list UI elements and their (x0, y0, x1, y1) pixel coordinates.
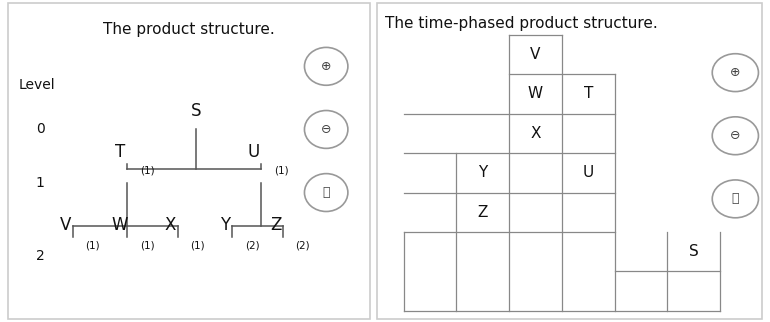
Text: (1): (1) (140, 241, 155, 251)
Text: ⊖: ⊖ (730, 129, 741, 142)
Text: T: T (584, 86, 593, 101)
Text: (2): (2) (296, 241, 310, 251)
Circle shape (304, 47, 348, 85)
Circle shape (712, 54, 758, 91)
Circle shape (712, 117, 758, 155)
Text: (1): (1) (190, 241, 205, 251)
Text: ⊕: ⊕ (321, 60, 331, 73)
Circle shape (304, 174, 348, 212)
Text: Z: Z (270, 215, 281, 233)
Text: The time-phased product structure.: The time-phased product structure. (385, 16, 658, 31)
Text: 1: 1 (36, 176, 45, 190)
Text: The product structure.: The product structure. (102, 22, 275, 37)
Text: ⧉: ⧉ (732, 192, 739, 205)
Text: V: V (60, 215, 72, 233)
Text: 2: 2 (36, 249, 45, 263)
Circle shape (712, 180, 758, 218)
Text: W: W (528, 86, 543, 101)
Text: ⊖: ⊖ (321, 123, 331, 136)
Text: (1): (1) (273, 165, 288, 175)
Text: X: X (165, 215, 176, 233)
Text: Z: Z (477, 205, 488, 220)
Text: U: U (583, 165, 594, 180)
Circle shape (304, 110, 348, 148)
Text: U: U (248, 143, 260, 161)
Text: (1): (1) (140, 165, 155, 175)
Text: W: W (112, 215, 128, 233)
Text: S: S (689, 244, 698, 259)
Text: (1): (1) (85, 241, 100, 251)
Text: ⊕: ⊕ (730, 66, 741, 79)
Text: X: X (531, 126, 541, 141)
Text: V: V (531, 47, 541, 62)
Text: Level: Level (18, 78, 55, 92)
Text: (2): (2) (245, 241, 259, 251)
Text: Y: Y (478, 165, 487, 180)
Text: S: S (191, 102, 201, 120)
Text: T: T (115, 143, 125, 161)
Text: 0: 0 (36, 122, 45, 137)
Text: ⧉: ⧉ (323, 186, 330, 199)
Text: Y: Y (219, 215, 230, 233)
